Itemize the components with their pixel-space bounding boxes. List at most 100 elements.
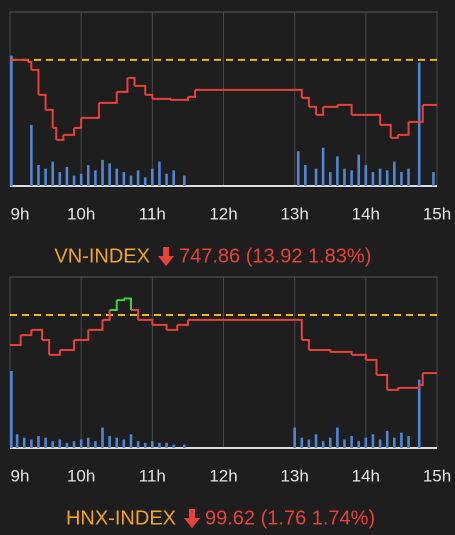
volume-bar	[143, 177, 147, 186]
volume-bar	[183, 444, 186, 448]
volume-bar	[65, 442, 69, 448]
price-line	[63, 127, 76, 136]
x-tick-label: 15h	[423, 204, 451, 223]
volume-bar	[400, 172, 403, 186]
volume-bar	[101, 159, 104, 186]
price-line	[419, 104, 424, 123]
price-line	[98, 91, 118, 104]
price-line	[323, 104, 339, 108]
volume-bar	[37, 436, 40, 448]
volume-bar	[378, 168, 382, 186]
price-line	[177, 319, 189, 326]
volume-bar	[158, 442, 161, 448]
index-quote: 99.62 (1.76 1.74%)	[205, 507, 375, 529]
volume-bar	[136, 441, 140, 448]
volume-bar	[143, 442, 147, 448]
volume-bar	[321, 147, 325, 186]
volume-bar	[400, 432, 403, 448]
price-line	[38, 93, 47, 110]
volume-bar	[115, 168, 119, 186]
price-line	[301, 96, 310, 107]
price-line	[10, 335, 22, 347]
price-line	[123, 297, 132, 311]
price-line	[376, 374, 389, 390]
x-tick-label: 15h	[423, 466, 451, 485]
index-name: VN-INDEX	[54, 245, 150, 267]
price-line	[31, 68, 40, 95]
volume-bar	[304, 165, 307, 186]
price-line	[337, 103, 353, 115]
volume-bar	[385, 430, 389, 448]
volume-bar	[86, 437, 90, 448]
volume-bar	[65, 166, 69, 186]
index-quote: 747.86 (13.92 1.83%)	[179, 245, 371, 267]
x-tick-label: 11h	[139, 466, 166, 485]
volume-bar	[371, 172, 375, 186]
volume-bar	[15, 434, 19, 448]
volume-bar	[343, 439, 346, 448]
price-line	[59, 340, 76, 351]
price-line	[74, 117, 83, 129]
volume-bar	[108, 436, 111, 448]
volume-bar	[417, 62, 421, 186]
price-line	[380, 123, 392, 138]
volume-bar	[10, 371, 13, 448]
price-line	[365, 113, 382, 125]
price-line	[387, 387, 399, 391]
price-line	[138, 318, 154, 325]
volume-bar	[350, 170, 353, 186]
price-line	[49, 349, 61, 356]
x-tick-label: 13h	[280, 204, 308, 223]
x-tick-label: 9h	[11, 204, 30, 223]
volume-bar	[172, 170, 175, 186]
volume-bar	[122, 439, 126, 448]
price-line	[152, 323, 168, 330]
volume-bar	[79, 439, 83, 448]
price-line	[294, 318, 303, 341]
x-tick-label: 10h	[67, 466, 95, 485]
down-arrow	[158, 247, 174, 266]
index-name: HNX-INDEX	[66, 507, 176, 529]
volume-bar	[122, 172, 126, 186]
price-line	[308, 105, 318, 115]
volume-bar	[314, 434, 318, 448]
price-line	[152, 97, 172, 100]
volume-bar	[30, 125, 33, 186]
volume-bar	[44, 437, 47, 448]
volume-bar	[22, 437, 26, 448]
volume-bar	[94, 170, 97, 186]
volume-bar	[328, 172, 332, 186]
volume-bar	[393, 161, 396, 186]
volume-bar	[296, 151, 300, 186]
volume-bar	[371, 434, 375, 448]
volume-bar	[364, 437, 368, 448]
price-line	[365, 358, 378, 376]
price-line	[52, 126, 58, 140]
volume-bar	[364, 165, 368, 186]
volume-bar	[44, 168, 47, 186]
volume-bar	[314, 168, 318, 186]
volume-bar	[350, 436, 353, 448]
volume-bar	[94, 441, 97, 448]
price-line	[31, 328, 44, 341]
price-line	[81, 102, 100, 119]
x-tick-label: 12h	[209, 466, 237, 485]
x-tick-label: 14h	[352, 204, 380, 223]
price-line	[294, 88, 303, 98]
volume-bar	[407, 436, 410, 448]
price-line	[308, 348, 332, 352]
volume-bar	[51, 161, 54, 186]
volume-bar	[328, 437, 332, 448]
volume-bar	[336, 427, 339, 448]
price-line	[134, 84, 147, 95]
price-line	[351, 353, 367, 360]
x-tick-label: 12h	[209, 204, 237, 223]
x-tick-label: 11h	[139, 204, 166, 223]
price-line	[56, 134, 65, 141]
volume-bar	[101, 427, 104, 448]
price-line	[109, 300, 118, 312]
volume-bar	[79, 173, 83, 186]
volume-bar	[417, 379, 421, 448]
price-line	[45, 108, 54, 128]
volume-bar	[30, 439, 33, 448]
